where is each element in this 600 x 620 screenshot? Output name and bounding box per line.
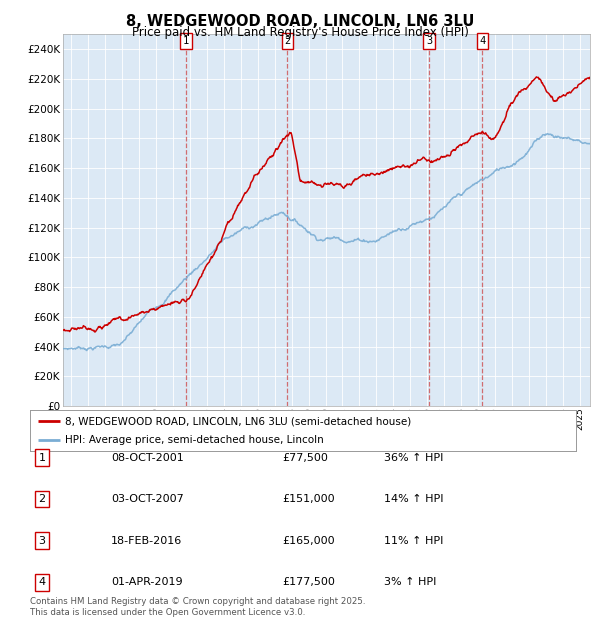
Text: £177,500: £177,500 xyxy=(282,577,335,587)
Text: HPI: Average price, semi-detached house, Lincoln: HPI: Average price, semi-detached house,… xyxy=(65,435,324,445)
Text: 2: 2 xyxy=(284,36,290,46)
Text: 1: 1 xyxy=(183,36,189,46)
Text: 36% ↑ HPI: 36% ↑ HPI xyxy=(384,453,443,463)
Text: 18-FEB-2016: 18-FEB-2016 xyxy=(111,536,182,546)
Text: 08-OCT-2001: 08-OCT-2001 xyxy=(111,453,184,463)
Text: 4: 4 xyxy=(38,577,46,587)
Text: 03-OCT-2007: 03-OCT-2007 xyxy=(111,494,184,504)
Text: Contains HM Land Registry data © Crown copyright and database right 2025.
This d: Contains HM Land Registry data © Crown c… xyxy=(30,598,365,617)
Text: 01-APR-2019: 01-APR-2019 xyxy=(111,577,182,587)
Text: 3: 3 xyxy=(38,536,46,546)
Text: £165,000: £165,000 xyxy=(282,536,335,546)
Text: Price paid vs. HM Land Registry's House Price Index (HPI): Price paid vs. HM Land Registry's House … xyxy=(131,26,469,39)
Text: 14% ↑ HPI: 14% ↑ HPI xyxy=(384,494,443,504)
Text: 4: 4 xyxy=(479,36,485,46)
Text: 2: 2 xyxy=(38,494,46,504)
Text: 3% ↑ HPI: 3% ↑ HPI xyxy=(384,577,436,587)
Text: 3: 3 xyxy=(426,36,433,46)
Text: £151,000: £151,000 xyxy=(282,494,335,504)
Text: 8, WEDGEWOOD ROAD, LINCOLN, LN6 3LU (semi-detached house): 8, WEDGEWOOD ROAD, LINCOLN, LN6 3LU (sem… xyxy=(65,416,412,427)
Text: £77,500: £77,500 xyxy=(282,453,328,463)
Text: 11% ↑ HPI: 11% ↑ HPI xyxy=(384,536,443,546)
Text: 1: 1 xyxy=(38,453,46,463)
Text: 8, WEDGEWOOD ROAD, LINCOLN, LN6 3LU: 8, WEDGEWOOD ROAD, LINCOLN, LN6 3LU xyxy=(126,14,474,29)
